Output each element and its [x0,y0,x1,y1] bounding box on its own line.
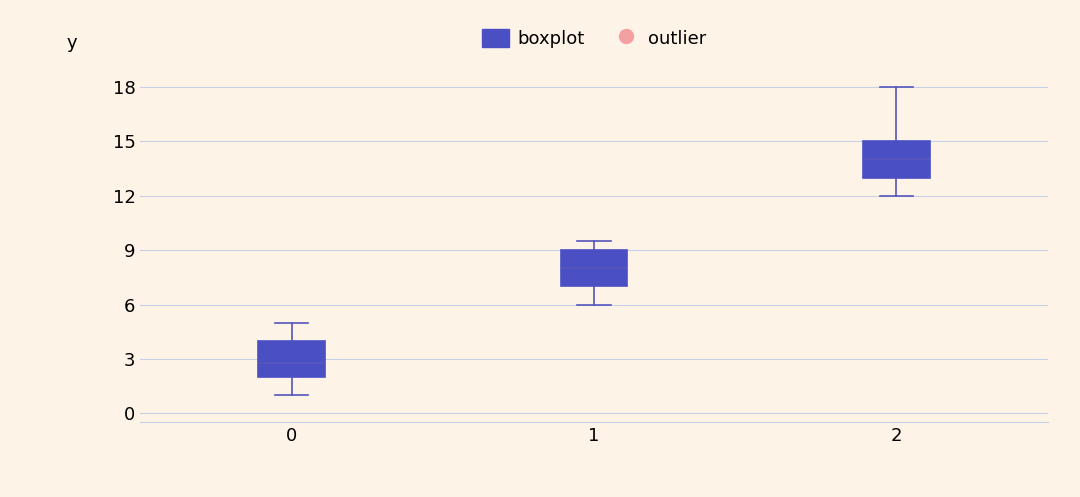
PathPatch shape [258,341,325,377]
Legend: boxplot, outlier: boxplot, outlier [474,21,714,55]
Text: y: y [66,34,77,52]
PathPatch shape [863,141,930,177]
PathPatch shape [561,250,627,286]
